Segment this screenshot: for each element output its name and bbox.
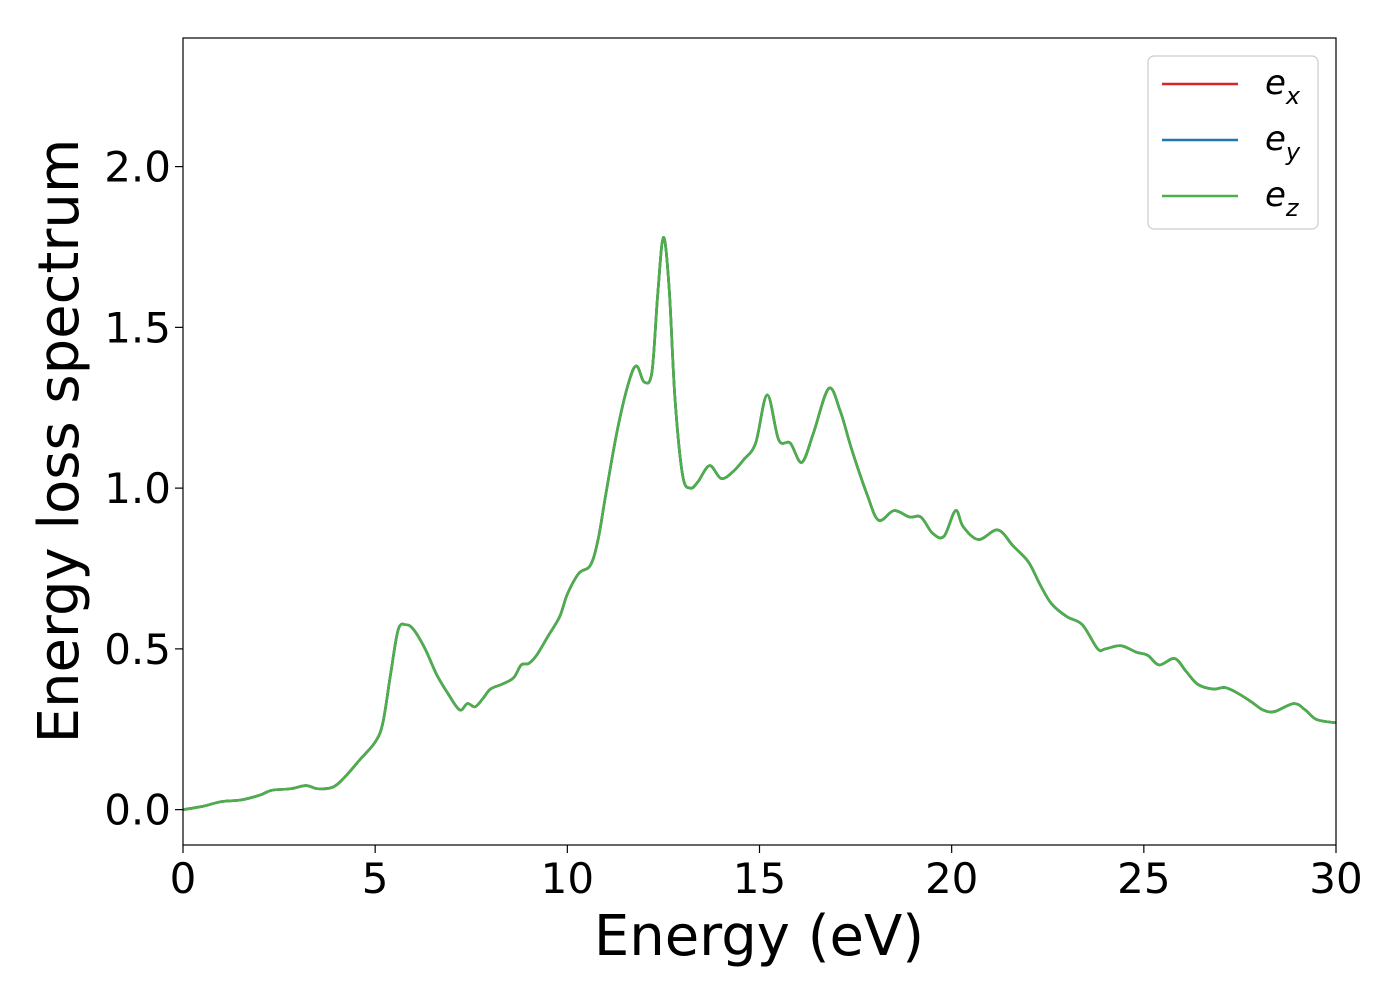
x-tick-label: 5: [362, 854, 389, 903]
plot-area: [183, 38, 1336, 845]
y-tick-label: 2.0: [104, 143, 171, 192]
legend-subscript: y: [1285, 138, 1301, 166]
y-axis-label: Energy loss spectrum: [27, 139, 92, 744]
series-line-z: [182, 236, 1337, 811]
y-tick-label: 1.0: [104, 464, 171, 513]
y-tick-label: 0.5: [104, 625, 171, 674]
x-tick-label: 15: [733, 854, 786, 903]
x-tick-label: 25: [1117, 854, 1170, 903]
x-tick-label: 30: [1309, 854, 1362, 903]
x-axis-ticks: 0 5 10 15 20 25 30: [170, 845, 1363, 903]
legend-subscript: x: [1285, 82, 1301, 110]
x-axis-label: Energy (eV): [594, 904, 924, 969]
x-tick-label: 10: [541, 854, 594, 903]
x-tick-label: 20: [925, 854, 978, 903]
series-layer: [182, 236, 1337, 811]
y-axis-ticks: 0.0 0.5 1.0 1.5 2.0: [104, 143, 183, 835]
y-tick-label: 0.0: [104, 786, 171, 835]
legend-subscript: z: [1285, 194, 1300, 222]
y-tick-label: 1.5: [104, 303, 171, 352]
x-tick-label: 0: [170, 854, 197, 903]
legend-box: [1147, 55, 1319, 230]
